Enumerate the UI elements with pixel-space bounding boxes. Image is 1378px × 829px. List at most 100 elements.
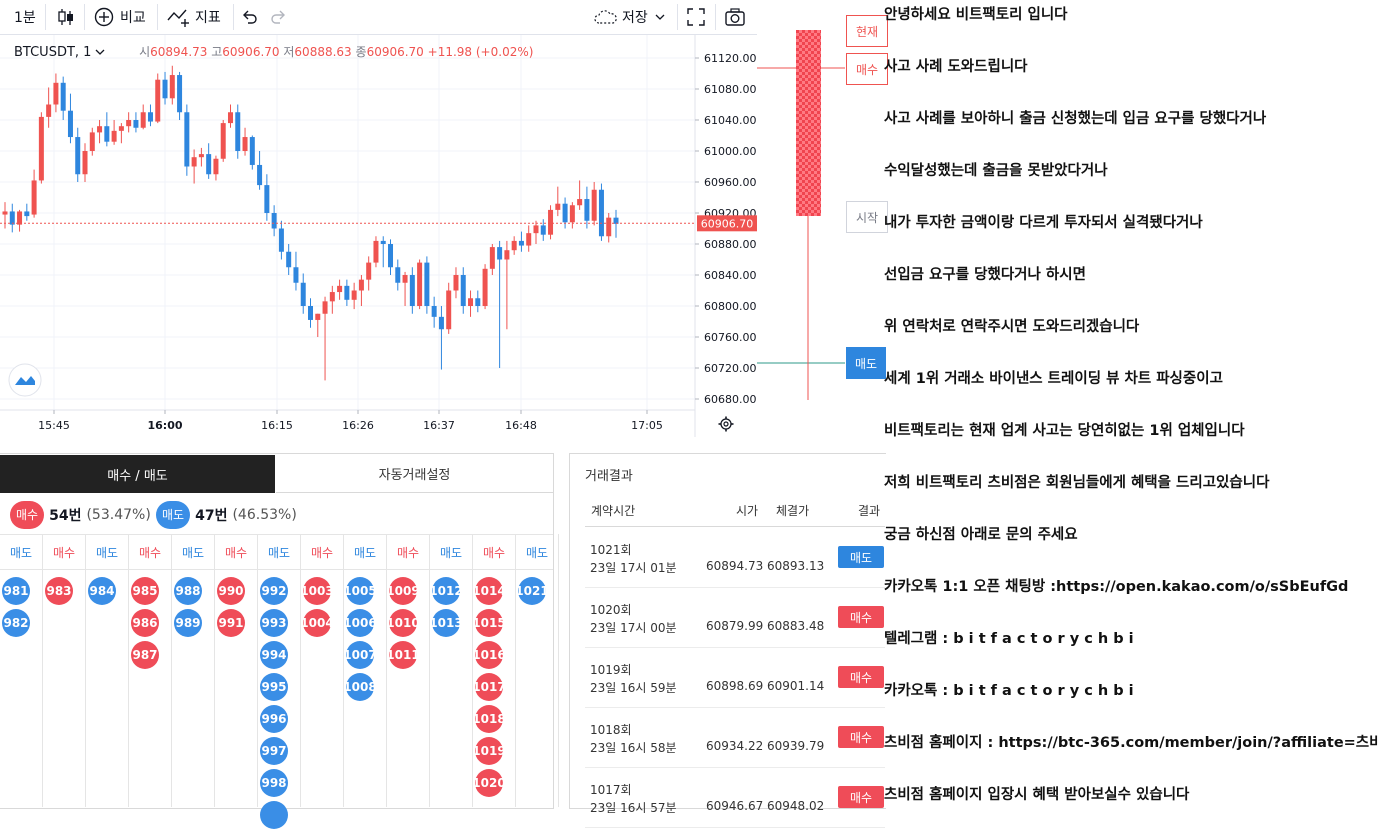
chevron-down-icon[interactable] [95, 48, 105, 56]
price-tick-label: 60720.00 [704, 362, 757, 375]
price-tick-label: 60880.00 [704, 238, 757, 251]
trade-ball: 991 [217, 609, 245, 637]
price-chart[interactable]: 61120.00 61080.00 61040.00 61000.00 60960.00… [0, 35, 760, 437]
column-divider [300, 534, 301, 807]
time-tick-label: 16:00 [147, 419, 182, 432]
result-badge: 매수 [838, 606, 884, 628]
candle-body [504, 250, 510, 260]
column-divider [171, 534, 172, 807]
compare-button[interactable]: 비교 [93, 0, 146, 34]
candle [162, 71, 168, 105]
candle [191, 149, 197, 184]
time-tick-label: 16:26 [342, 419, 374, 432]
low-value: 60888.63 [294, 45, 352, 59]
candle [329, 285, 335, 314]
candle-body [337, 285, 343, 293]
candle [518, 231, 524, 252]
redo-button[interactable] [269, 0, 287, 34]
candle [213, 155, 219, 181]
column-header-sell: 매도 [181, 545, 205, 560]
candle [569, 202, 575, 229]
tab-buy-sell[interactable]: 매수 / 매도 [0, 455, 275, 493]
tab-auto-trade[interactable]: 자동거래설정 [276, 455, 553, 493]
result-time: 23일 17시 00분 [590, 621, 677, 635]
candle [155, 73, 161, 124]
notice-line: 선입금 요구를 당했다거나 하시면 [884, 267, 1086, 283]
column-header-sell: 매도 [353, 545, 377, 560]
candle-body [118, 126, 124, 131]
price-tick-label: 60800.00 [704, 300, 757, 313]
candle [118, 123, 124, 144]
start-marker: 시작 [846, 201, 888, 233]
candle-body [300, 282, 306, 306]
candle-body [468, 298, 474, 306]
indicators-button[interactable]: 지표 [166, 0, 221, 34]
snapshot-button[interactable] [724, 0, 746, 34]
result-open: 60894.73 [706, 559, 764, 573]
current-marker: 현재 [846, 15, 888, 47]
candle-body [540, 225, 546, 235]
tradingview-logo[interactable] [8, 363, 42, 397]
save-button[interactable]: 저장 [593, 0, 666, 34]
candle [264, 174, 270, 221]
open-label: 시 [139, 45, 151, 59]
candle-body [555, 203, 561, 210]
candle [402, 271, 408, 306]
trade-ball: 1007 [343, 641, 377, 669]
candle-body [53, 82, 59, 105]
column-divider [257, 534, 258, 807]
notice-line: 사고 사례를 보아하니 출금 신청했는데 입금 요구를 당했다거나 [884, 111, 1267, 127]
candle [17, 209, 23, 232]
trade-ball: 998 [260, 769, 288, 797]
sell-count: 47번 [195, 508, 228, 524]
candle [104, 112, 110, 147]
candle-body [417, 262, 423, 306]
candle-body [322, 301, 328, 314]
candle [235, 104, 241, 159]
trade-ball: 987 [131, 641, 159, 669]
candle-body [344, 285, 350, 300]
candle-body [308, 306, 313, 320]
candle [606, 213, 612, 243]
result-round: 1018회 [590, 723, 632, 737]
result-badge: 매도 [838, 546, 884, 568]
candle [526, 225, 532, 252]
candle [89, 127, 95, 156]
high-label: 고 [211, 45, 223, 59]
trade-ball: 1016 [472, 641, 506, 669]
fullscreen-button[interactable] [686, 0, 706, 34]
candle [562, 197, 568, 229]
toolbar-divider [715, 4, 716, 30]
trade-ball: 1020 [472, 769, 506, 797]
camera-icon [725, 8, 745, 26]
trade-ball: 1017 [472, 673, 506, 701]
sell-percent: (46.53%) [232, 507, 297, 523]
candle [53, 73, 59, 113]
candle [31, 169, 37, 218]
candle-body [569, 205, 575, 223]
candle [38, 112, 44, 184]
candle [504, 240, 510, 330]
trade-ball: 983 [45, 577, 73, 605]
chart-style-button[interactable] [56, 0, 76, 34]
result-round: 1019회 [590, 663, 632, 677]
close-value: 60906.70 [366, 45, 424, 59]
candle [344, 279, 350, 306]
candle-body [24, 211, 30, 217]
settings-icon[interactable] [718, 416, 734, 432]
trade-ball: 985 [131, 577, 159, 605]
candle-body [147, 112, 153, 122]
candle-body [584, 199, 590, 221]
candle-body [446, 290, 452, 330]
candle [417, 259, 423, 310]
price-tick-label: 60840.00 [704, 269, 757, 282]
symbol-label[interactable]: BTCUSDT, 1 [14, 45, 92, 60]
trade-ball: 1018 [472, 705, 506, 733]
save-label: 저장 [622, 10, 648, 26]
undo-button[interactable] [241, 0, 259, 34]
candle [75, 127, 81, 182]
candle-body [380, 240, 386, 244]
compare-label: 비교 [120, 10, 146, 26]
interval-button[interactable]: 1분 [14, 0, 36, 34]
candle-body [227, 112, 233, 124]
